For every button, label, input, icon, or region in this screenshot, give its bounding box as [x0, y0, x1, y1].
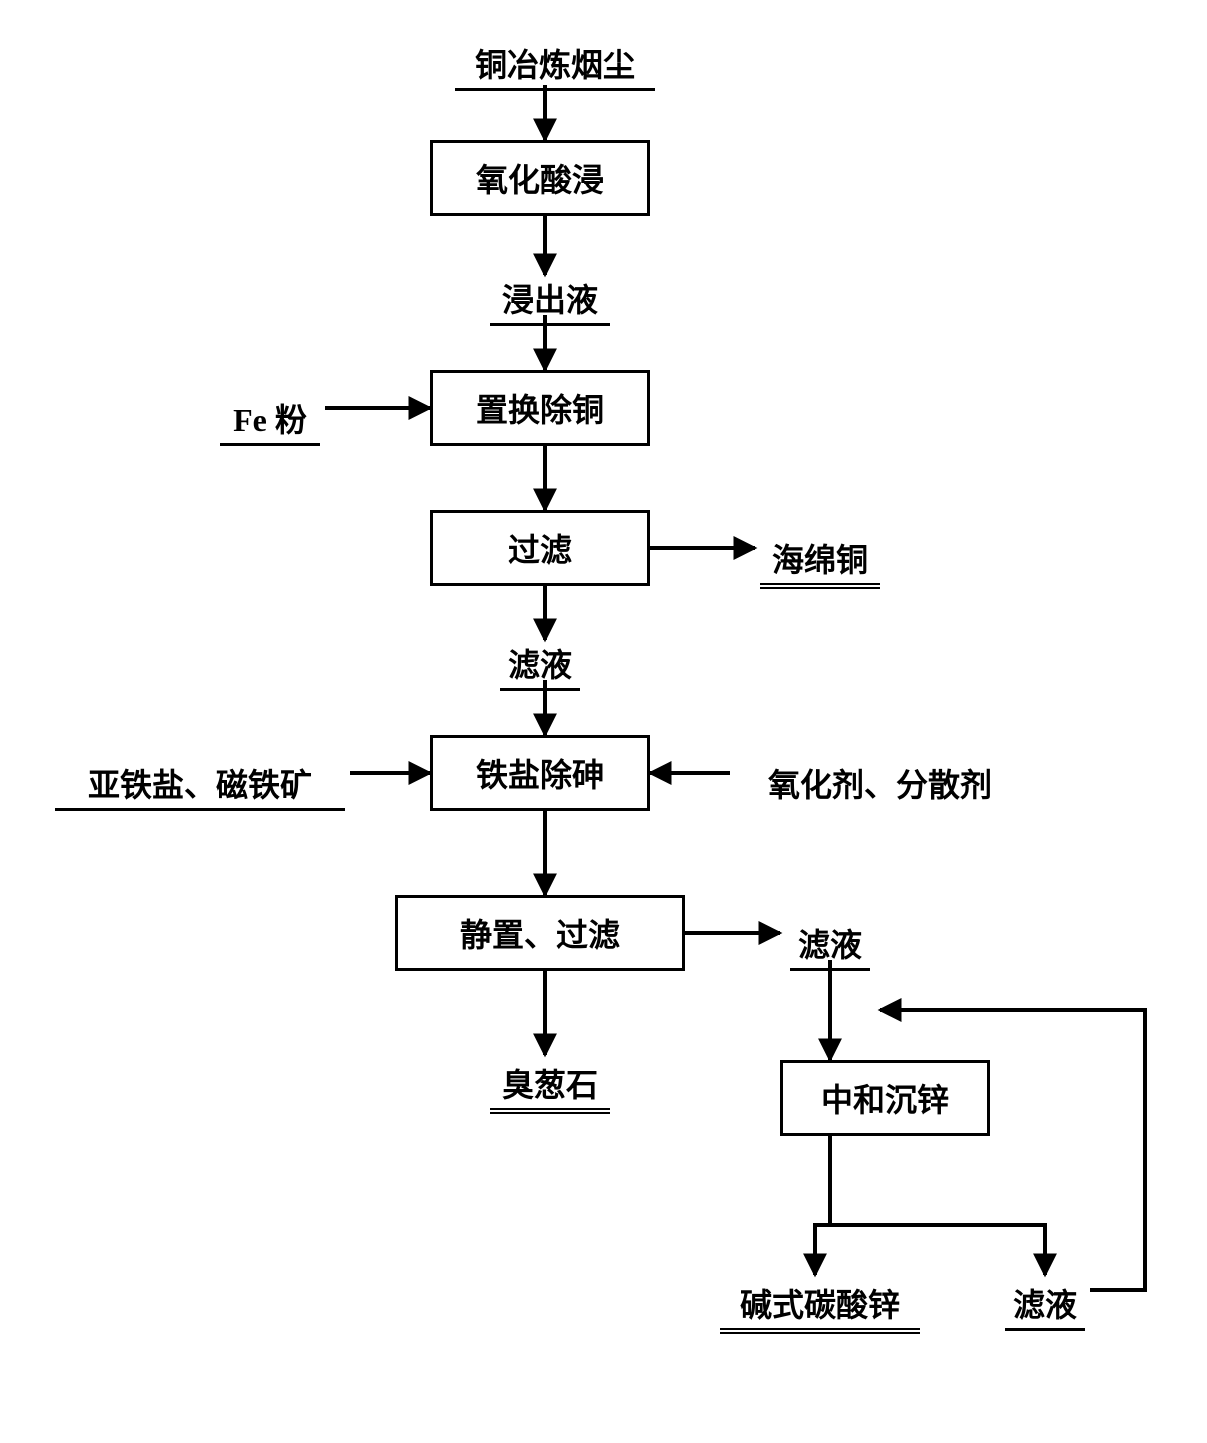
label-text: 滤液: [508, 647, 572, 683]
process-n3: 过滤: [430, 510, 650, 586]
label-text: 碱式碳酸锌: [740, 1287, 900, 1323]
label-leachate: 浸出液: [490, 275, 610, 326]
label-fe: Fe 粉: [220, 395, 320, 446]
flowchart-canvas: 氧化酸浸置换除铜过滤铁盐除砷静置、过滤中和沉锌 铜冶炼烟尘浸出液 Fe 粉海绵铜滤液…: [0, 0, 1207, 1443]
label-filtrate2: 滤液: [790, 920, 870, 971]
label-text: 滤液: [1013, 1287, 1077, 1323]
process-label: 置换除铜: [476, 385, 604, 431]
edge: [815, 1136, 830, 1275]
label-text: 臭葱石: [502, 1067, 598, 1103]
process-label: 过滤: [508, 525, 572, 571]
label-scorodite: 臭葱石: [490, 1060, 610, 1114]
process-n4: 铁盐除砷: [430, 735, 650, 811]
label-text: 海绵铜: [772, 542, 868, 578]
label-text: Fe 粉: [233, 402, 307, 438]
process-label: 静置、过滤: [460, 910, 620, 956]
process-n6: 中和沉锌: [780, 1060, 990, 1136]
process-n2: 置换除铜: [430, 370, 650, 446]
process-n1: 氧化酸浸: [430, 140, 650, 216]
label-text: 亚铁盐、磁铁矿: [88, 767, 312, 803]
label-text: 氧化剂、分散剂: [768, 767, 992, 803]
process-label: 中和沉锌: [821, 1075, 949, 1121]
label-ferrous: 亚铁盐、磁铁矿: [55, 760, 345, 811]
edge: [880, 1010, 1145, 1290]
edge: [830, 1136, 1045, 1275]
edge-layer: [0, 0, 1207, 1443]
process-label: 氧化酸浸: [476, 155, 604, 201]
label-filtrate1: 滤液: [500, 640, 580, 691]
label-text: 浸出液: [502, 282, 598, 318]
label-text: 滤液: [798, 927, 862, 963]
label-znc: 碱式碳酸锌: [720, 1280, 920, 1334]
label-filtrate3: 滤液: [1005, 1280, 1085, 1331]
label-oxid: 氧化剂、分散剂: [735, 760, 1025, 806]
label-sponge: 海绵铜: [760, 535, 880, 589]
process-label: 铁盐除砷: [476, 750, 604, 796]
label-text: 铜冶炼烟尘: [475, 47, 635, 83]
process-n5: 静置、过滤: [395, 895, 685, 971]
label-top: 铜冶炼烟尘: [455, 40, 655, 91]
